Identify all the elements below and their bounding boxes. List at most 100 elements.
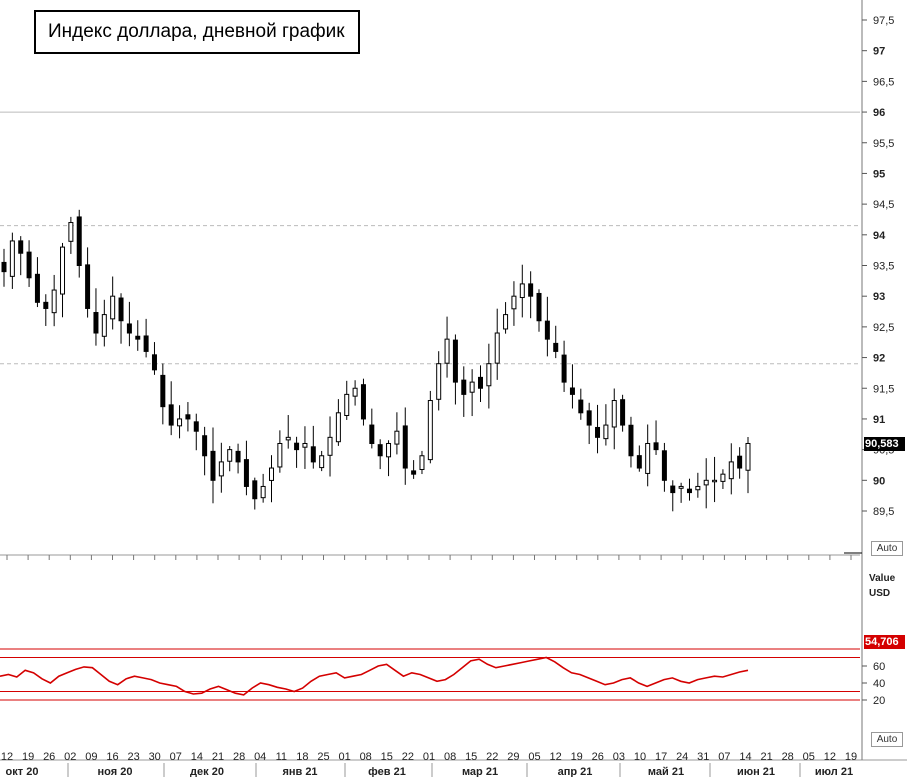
candle-body (503, 314, 509, 330)
x-day-label: 03 (613, 751, 625, 763)
candle-body (486, 363, 492, 387)
price-tick-label: 92,5 (873, 322, 894, 334)
candle-body (185, 414, 191, 420)
price-tick-label: 92 (873, 353, 885, 365)
auto-scale-button-rsi[interactable]: Auto (871, 732, 903, 747)
auto-scale-button-price[interactable]: Auto (871, 541, 903, 556)
price-tick-label: 97 (873, 46, 885, 58)
x-day-label: 10 (634, 751, 646, 763)
candle-body (1, 261, 7, 273)
x-month-label: июн 21 (737, 766, 775, 777)
candle-body (695, 485, 701, 491)
candle-body (569, 387, 575, 395)
candle-body (611, 400, 617, 428)
x-month-label: окт 20 (6, 766, 39, 777)
x-day-label: 05 (528, 751, 540, 763)
candle-body (653, 442, 659, 451)
x-day-label: 31 (697, 751, 709, 763)
candle-body (620, 399, 626, 426)
candle-body (85, 264, 91, 309)
x-month-label: дек 20 (190, 766, 224, 777)
price-tick-label: 91 (873, 414, 885, 426)
x-axis: 12 19 26 02 09 16 23 30 07 14 21 28 04 11 18 25 01 08 15 22… (1, 552, 862, 777)
candle-body (712, 479, 718, 483)
candle-body (528, 283, 534, 297)
x-day-label: 02 (64, 751, 76, 763)
candle-body (469, 381, 475, 393)
candle-body (260, 485, 266, 499)
x-day-label: 08 (444, 751, 456, 763)
price-tick-label: 89,5 (873, 506, 894, 518)
x-day-label: 08 (360, 751, 372, 763)
rsi-axis: 20 40 60 (862, 661, 885, 707)
last-rsi-badge: 54,706 (864, 635, 905, 649)
x-day-label: 05 (803, 751, 815, 763)
x-day-label: 01 (423, 751, 435, 763)
x-day-label: 26 (43, 751, 55, 763)
x-day-label: 28 (782, 751, 794, 763)
x-day-label: 15 (381, 751, 393, 763)
candle-body (703, 479, 709, 486)
x-day-label: 21 (212, 751, 224, 763)
x-day-label: 17 (655, 751, 667, 763)
candle-body (227, 449, 233, 462)
candle-body (544, 320, 550, 340)
candle-body (344, 393, 350, 417)
x-month-label: мар 21 (462, 766, 498, 777)
candle-body (101, 314, 107, 337)
x-month-label: ноя 20 (98, 766, 133, 777)
candle-body (34, 273, 40, 303)
candle-body (561, 354, 567, 383)
candle-body (586, 410, 592, 426)
x-day-label: 12 (1, 751, 13, 763)
price-tick-label: 96 (873, 107, 885, 119)
candles (1, 209, 751, 512)
price-tick-label: 93,5 (873, 261, 894, 273)
x-day-label: 18 (296, 751, 308, 763)
candle-body (603, 424, 609, 440)
price-tick-label: 93 (873, 291, 885, 303)
candle-body (168, 404, 174, 426)
x-day-label: 14 (739, 751, 751, 763)
candle-body (745, 442, 751, 471)
x-day-label: 26 (592, 751, 604, 763)
candle-body (269, 467, 275, 481)
candle-body (536, 292, 542, 322)
candle-body (68, 222, 74, 242)
candle-body (436, 363, 442, 400)
x-day-label: 11 (276, 751, 287, 763)
rsi-tick-label: 20 (873, 695, 885, 707)
x-day-label: 07 (718, 751, 730, 763)
candle-body (369, 424, 375, 444)
candle-body (202, 435, 208, 457)
candle-body (720, 473, 726, 482)
candle-body (377, 444, 383, 457)
candle-body (686, 488, 692, 494)
x-day-label: 21 (760, 751, 772, 763)
candle-body (43, 301, 49, 309)
candle-body (252, 480, 258, 500)
price-tick-label: 96,5 (873, 76, 894, 88)
price-tick-label: 94 (873, 230, 886, 242)
candle-body (461, 379, 467, 395)
candle-body (302, 442, 308, 448)
x-day-label: 12 (824, 751, 836, 763)
candle-body (628, 424, 634, 457)
x-day-label: 07 (170, 751, 182, 763)
candle-body (427, 400, 433, 461)
candle-body (319, 455, 325, 469)
candle-body (661, 450, 667, 481)
candle-body (670, 485, 676, 494)
candle-body (394, 430, 400, 445)
candle-body (678, 485, 684, 489)
x-day-label: 30 (149, 751, 161, 763)
x-day-label: 09 (85, 751, 97, 763)
price-tick-label: 94,5 (873, 199, 894, 211)
candle-body (352, 387, 358, 397)
candle-body (26, 251, 32, 279)
candle-body (494, 332, 500, 364)
candle-body (737, 455, 743, 469)
x-day-label: 19 (22, 751, 34, 763)
candle-body (728, 461, 734, 480)
